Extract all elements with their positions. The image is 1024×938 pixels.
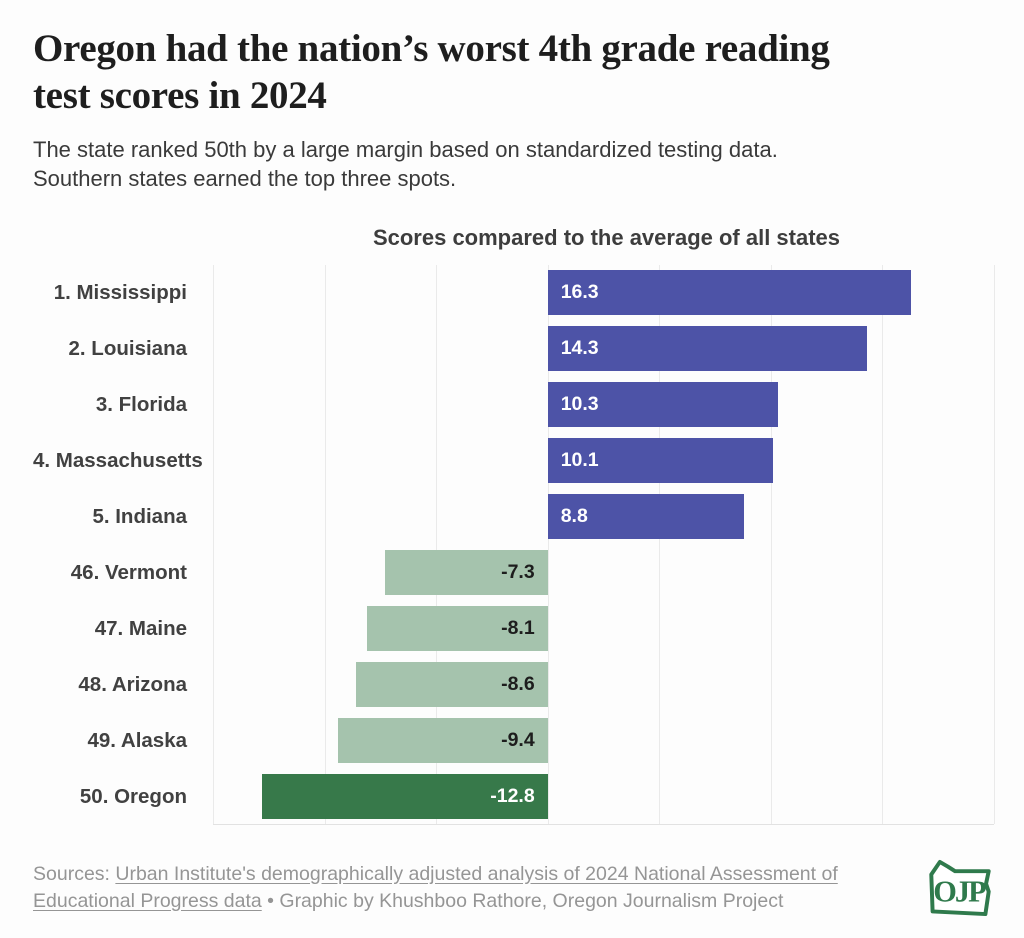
bar-vermont: -7.3 xyxy=(384,550,548,596)
chart-row-maine: 47. Maine -8.1 xyxy=(33,601,1000,657)
bar-track: 16.3 xyxy=(213,270,994,316)
bar-track: -12.8 xyxy=(213,774,994,820)
row-label-mississippi: 1. Mississippi xyxy=(53,280,187,304)
chart-row-florida: 3. Florida 10.3 xyxy=(33,377,1000,433)
page-title: Oregon had the nation’s worst 4th grade … xyxy=(33,26,1000,120)
ojp-logo: OJP xyxy=(926,857,992,926)
row-label-vermont: 46. Vermont xyxy=(70,560,187,584)
chart-rows: 1. Mississippi 16.3 2. Louisiana 14.3 3. Flo… xyxy=(33,265,1000,825)
chart-row-alaska: 49. Alaska -9.4 xyxy=(33,713,1000,769)
subtitle-line-2: Southern states earned the top three spo… xyxy=(33,165,457,191)
row-label-florida: 3. Florida xyxy=(95,392,187,416)
bar-value-label: 8.8 xyxy=(560,505,588,528)
row-label-arizona: 48. Arizona xyxy=(78,672,187,696)
gridline xyxy=(882,264,884,824)
oregon-state-icon: OJP xyxy=(929,859,991,916)
subtitle-line-1: The state ranked 50th by a large margin … xyxy=(33,136,778,162)
gridlines xyxy=(213,264,995,825)
gridline xyxy=(547,264,549,824)
chart-row-oregon: 50. Oregon -12.8 xyxy=(33,769,1000,825)
title-line-1: Oregon had the nation’s worst 4th grade … xyxy=(33,27,830,70)
bar-florida: 10.3 xyxy=(547,382,778,428)
bar-indiana: 8.8 xyxy=(547,494,745,540)
bar-value-label: -9.4 xyxy=(501,729,535,752)
row-label-louisiana: 2. Louisiana xyxy=(68,336,187,360)
title-line-2: test scores in 2024 xyxy=(33,73,327,117)
bar-louisiana: 14.3 xyxy=(547,326,867,372)
bar-track: -8.1 xyxy=(213,606,994,652)
footer: Sources: Urban Institute's demographical… xyxy=(33,859,1000,926)
row-label-maine: 47. Maine xyxy=(94,616,187,640)
row-label-alaska: 49. Alaska xyxy=(87,728,187,752)
chart-row-indiana: 5. Indiana 8.8 xyxy=(33,489,1000,545)
gridline xyxy=(994,264,995,824)
source-link[interactable]: Urban Institute's demographically adjust… xyxy=(33,862,838,912)
chart-row-massachusetts: 4. Massachusetts 10.1 xyxy=(33,433,1000,489)
bar-alaska: -9.4 xyxy=(337,718,548,764)
gridline xyxy=(213,264,214,824)
row-label-massachusetts: 4. Massachusetts xyxy=(33,448,203,472)
header: Oregon had the nation’s worst 4th grade … xyxy=(33,26,1000,193)
gridline xyxy=(436,264,438,824)
chart-row-louisiana: 2. Louisiana 14.3 xyxy=(33,321,1000,377)
bar-track: -7.3 xyxy=(213,550,994,596)
bar-value-label: 10.1 xyxy=(560,449,599,472)
bar-track: 8.8 xyxy=(213,494,994,540)
bar-arizona: -8.6 xyxy=(355,662,548,708)
svg-text:OJP: OJP xyxy=(933,874,986,908)
chart-row-vermont: 46. Vermont -7.3 xyxy=(33,545,1000,601)
bar-value-label: -7.3 xyxy=(501,561,535,584)
source-note: Sources: Urban Institute's demographical… xyxy=(33,861,926,915)
gridline xyxy=(659,264,661,824)
chart-row-arizona: 48. Arizona -8.6 xyxy=(33,657,1000,713)
row-label-indiana: 5. Indiana xyxy=(92,504,187,528)
chart-row-mississippi: 1. Mississippi 16.3 xyxy=(33,265,1000,321)
chart-body: 1. Mississippi 16.3 2. Louisiana 14.3 3. Flo… xyxy=(33,264,1000,825)
sources-prefix: Sources: xyxy=(33,862,116,885)
chart-title: Scores compared to the average of all st… xyxy=(372,224,841,250)
page-subtitle: The state ranked 50th by a large margin … xyxy=(33,135,1000,193)
gridline xyxy=(324,264,326,824)
bar-mississippi: 16.3 xyxy=(547,270,912,316)
row-label-oregon: 50. Oregon xyxy=(79,784,187,808)
bar-value-label: -12.8 xyxy=(490,785,535,808)
chart-title-wrap: Scores compared to the average of all st… xyxy=(213,225,1000,251)
bar-track: 10.1 xyxy=(213,438,994,484)
bar-track: -8.6 xyxy=(213,662,994,708)
bar-chart: Scores compared to the average of all st… xyxy=(33,225,1000,825)
bar-value-label: -8.6 xyxy=(501,673,535,696)
bar-value-label: -8.1 xyxy=(501,617,535,640)
bar-oregon: -12.8 xyxy=(262,774,548,820)
bar-track: 10.3 xyxy=(213,382,994,428)
bar-massachusetts: 10.1 xyxy=(547,438,774,484)
bar-value-label: 14.3 xyxy=(560,337,599,360)
bar-track: -9.4 xyxy=(213,718,994,764)
bar-value-label: 10.3 xyxy=(560,393,599,416)
credit-text: • Graphic by Khushboo Rathore, Oregon Jo… xyxy=(261,889,784,912)
bar-maine: -8.1 xyxy=(366,606,548,652)
bar-value-label: 16.3 xyxy=(560,281,599,304)
bar-track: 14.3 xyxy=(213,326,994,372)
gridline xyxy=(770,264,772,824)
